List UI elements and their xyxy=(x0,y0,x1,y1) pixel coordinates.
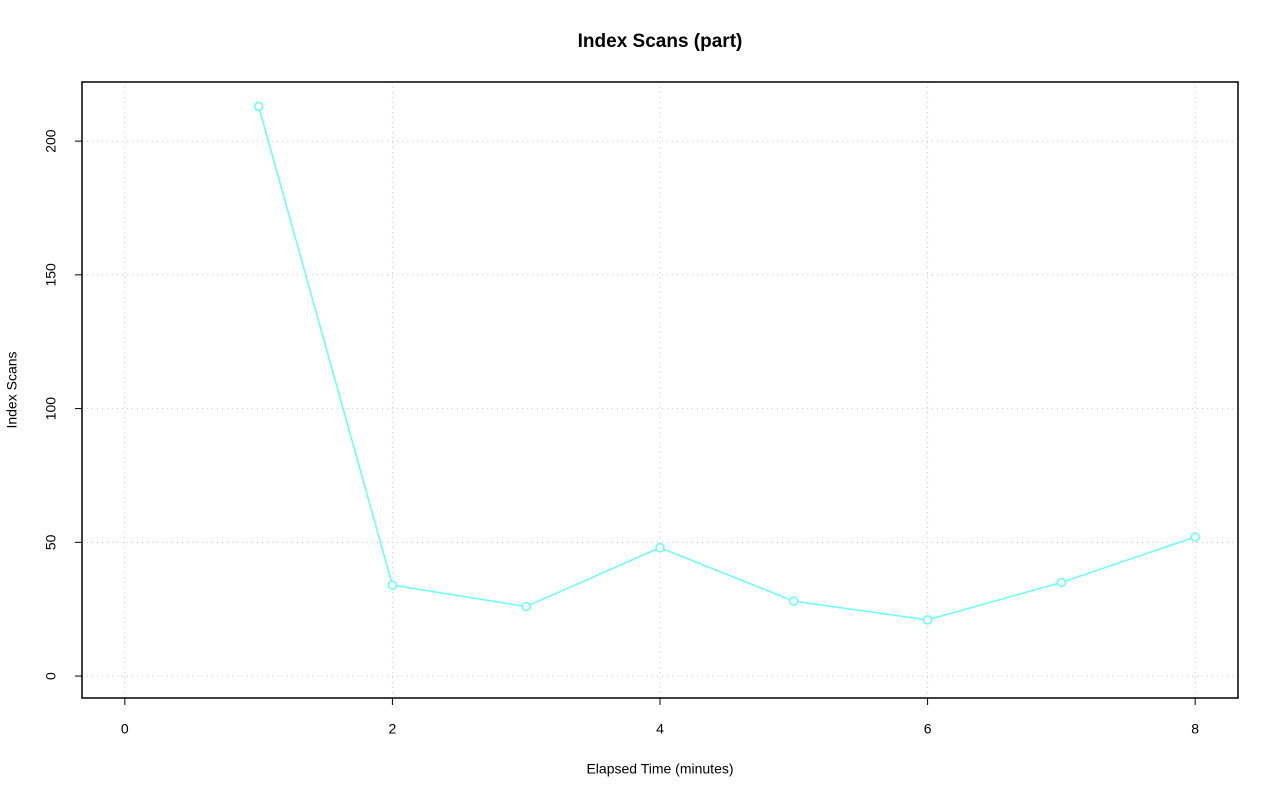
line xyxy=(257,106,1196,621)
x-tick-label: 6 xyxy=(924,721,932,737)
point xyxy=(1056,577,1067,588)
point xyxy=(253,101,264,112)
x-tick-label: 8 xyxy=(1191,721,1199,737)
x-tick-label: 4 xyxy=(656,721,664,737)
y-tick-label: 200 xyxy=(43,129,59,153)
y-axis-label: Index Scans xyxy=(4,351,20,428)
point xyxy=(521,601,531,612)
point xyxy=(387,580,398,590)
y-tick-label: 0 xyxy=(43,672,59,680)
y-tick-label: 150 xyxy=(43,263,59,287)
point xyxy=(789,596,799,606)
y-tick-label: 50 xyxy=(43,534,59,550)
x-tick-label: 2 xyxy=(389,721,397,737)
point xyxy=(1190,532,1200,542)
point xyxy=(922,615,933,625)
point xyxy=(655,542,665,553)
plot-frame xyxy=(81,81,1239,699)
y-tick-label: 100 xyxy=(43,397,59,421)
x-axis-label: Elapsed Time (minutes) xyxy=(586,761,733,777)
chart-title: Index Scans (part) xyxy=(578,31,743,52)
x-tick-label: 0 xyxy=(121,721,129,737)
